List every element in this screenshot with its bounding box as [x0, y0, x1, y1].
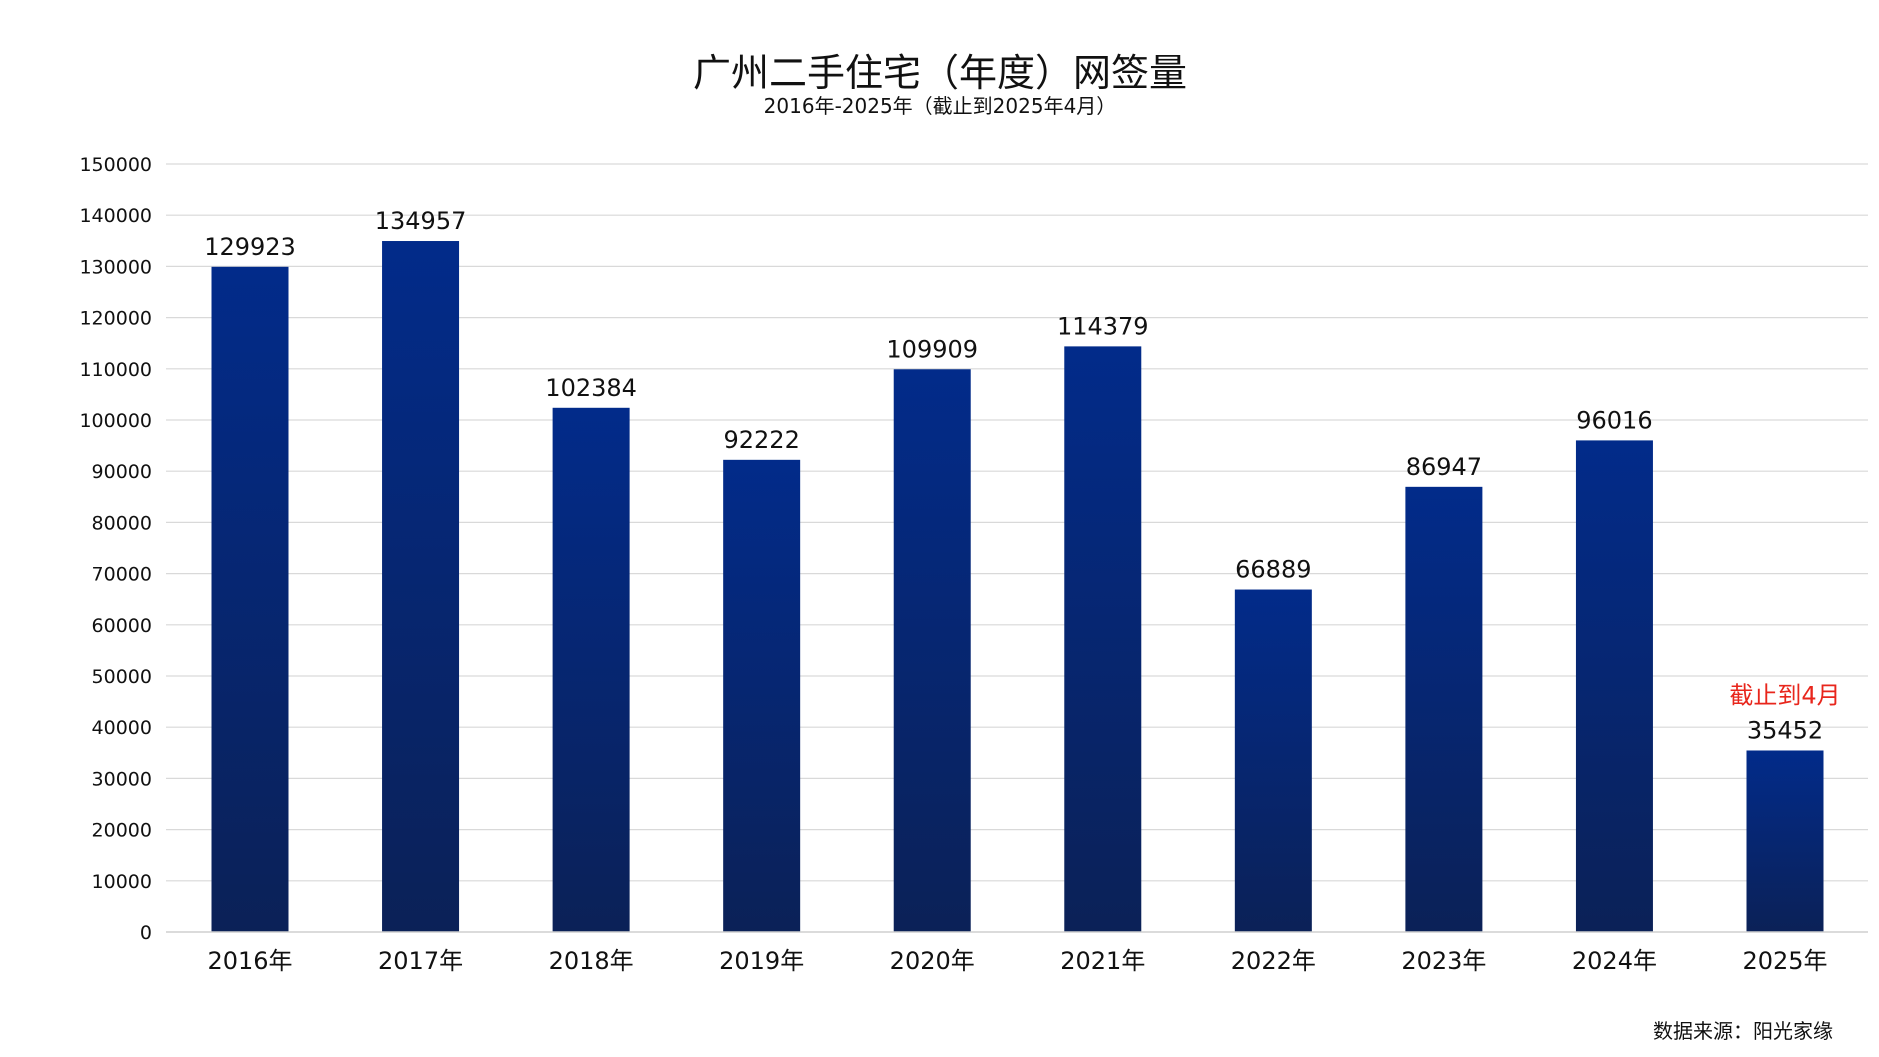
- y-tick-label: 140000: [79, 205, 152, 227]
- x-tick-label: 2018年: [549, 947, 634, 975]
- y-tick-label: 110000: [79, 359, 152, 381]
- chart-subtitle: 2016年-2025年（截止到2025年4月）: [764, 94, 1117, 118]
- bar-2023年: [1405, 486, 1483, 932]
- data-label-2018年: 102384: [545, 374, 637, 402]
- x-tick-label: 2022年: [1231, 947, 1316, 975]
- y-tick-label: 80000: [92, 512, 152, 534]
- x-tick-label: 2020年: [890, 947, 975, 975]
- y-tick-label: 130000: [79, 256, 152, 278]
- y-tick-label: 40000: [92, 717, 152, 739]
- bars: [211, 241, 1824, 933]
- x-tick-label: 2021年: [1060, 947, 1145, 975]
- y-tick-label: 100000: [79, 410, 152, 432]
- x-tick-label: 2017年: [378, 947, 463, 975]
- y-tick-label: 10000: [92, 871, 152, 893]
- bar-2017年: [382, 241, 460, 933]
- chart-title: 广州二手住宅（年度）网签量: [693, 51, 1187, 95]
- x-axis-ticks: 2016年 2017年 2018年 2019年 2020年 2021年 2022年 2023年…: [207, 947, 1827, 975]
- data-label-2022年: 66889: [1235, 556, 1311, 584]
- x-tick-label: 2024年: [1572, 947, 1657, 975]
- x-tick-label: 2023年: [1401, 947, 1486, 975]
- bar-2019年: [723, 459, 801, 932]
- data-label-2020年: 109909: [886, 335, 978, 363]
- bar-2021年: [1064, 346, 1142, 932]
- data-label-2024年: 96016: [1576, 406, 1652, 434]
- y-tick-label: 20000: [92, 820, 152, 842]
- x-tick-label: 2025年: [1742, 947, 1827, 975]
- data-label-2019年: 92222: [723, 426, 799, 454]
- annotation-note: 截止到4月: [1729, 681, 1840, 709]
- data-label-2023年: 86947: [1406, 453, 1482, 481]
- y-tick-label: 120000: [79, 308, 152, 330]
- y-tick-label: 70000: [92, 564, 152, 586]
- bar-2020年: [893, 369, 971, 932]
- y-tick-label: 50000: [92, 666, 152, 688]
- bar-2025年: [1746, 750, 1824, 932]
- y-axis-ticks: 0 10000 20000 30000 40000 50000 60000 70000 8000…: [79, 154, 152, 944]
- y-tick-label: 60000: [92, 615, 152, 637]
- data-label-2025年: 35452: [1747, 716, 1823, 744]
- x-tick-label: 2016年: [207, 947, 292, 975]
- data-labels: 129923 134957 102384 92222 109909 114379 66889…: [204, 207, 1840, 744]
- data-label-2021年: 114379: [1057, 312, 1149, 340]
- y-tick-label: 90000: [92, 461, 152, 483]
- y-tick-label: 0: [140, 922, 152, 944]
- bar-2024年: [1575, 440, 1653, 932]
- x-tick-label: 2019年: [719, 947, 804, 975]
- data-label-2017年: 134957: [375, 207, 467, 235]
- bar-2018年: [552, 407, 630, 932]
- data-label-2016年: 129923: [204, 233, 296, 261]
- y-tick-label: 30000: [92, 768, 152, 790]
- bar-2016年: [211, 266, 289, 932]
- source-note: 数据来源：阳光家缘: [1653, 1019, 1833, 1043]
- y-tick-label: 150000: [79, 154, 152, 176]
- bar-2022年: [1234, 589, 1312, 932]
